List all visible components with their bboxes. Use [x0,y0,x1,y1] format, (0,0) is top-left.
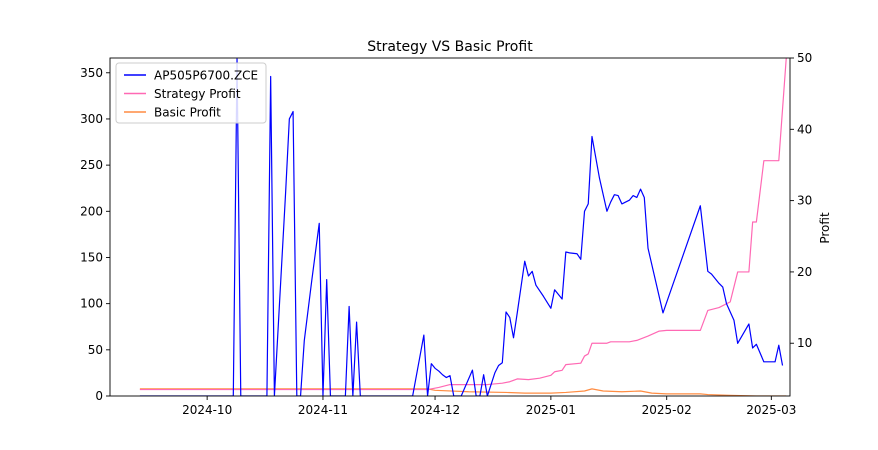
series-line-strategy-profit [139,58,787,391]
x-tick-label: 2024-11 [298,403,348,417]
y-tick-label: 0 [95,389,103,403]
y2-tick-label: 20 [797,265,812,279]
y-tick-label: 100 [80,297,103,311]
y-tick-label: 300 [80,112,103,126]
plot-frame [109,57,791,397]
legend-label-ap505p6700-zce: AP505P6700.ZCE [154,69,258,83]
y2-tick-label: 50 [797,51,812,65]
y2-tick-label: 40 [797,122,812,136]
legend: AP505P6700.ZCE Strategy Profit Basic Profi… [115,62,267,124]
plot-series-group [139,58,787,396]
axes: 2024-10 2024-11 2024-12 2025-01 2025-02 2025-… [80,51,812,417]
y-tick-label: 350 [80,66,103,80]
y2-tick-label: 10 [797,336,812,350]
y-tick-label: 50 [88,343,103,357]
x-tick-label: 2025-03 [746,403,796,417]
y-tick-label: 250 [80,158,103,172]
x-tick-label: 2025-02 [642,403,692,417]
x-tick-label: 2024-10 [182,403,232,417]
legend-box [115,62,267,124]
series-line-ap505p6700-zce [139,58,784,396]
right-axis-label: Profit [818,212,832,244]
legend-label-basic-profit: Basic Profit [154,106,221,120]
plot-lines [139,58,787,396]
y-tick-label: 150 [80,250,103,264]
y-tick-label: 200 [80,204,103,218]
chart-title: Strategy VS Basic Profit [367,39,533,55]
legend-label-strategy-profit: Strategy Profit [154,87,241,101]
x-tick-label: 2025-01 [526,403,576,417]
y2-tick-label: 30 [797,194,812,208]
x-tick-label: 2024-12 [410,403,460,417]
series-line-basic-profit [139,388,787,396]
